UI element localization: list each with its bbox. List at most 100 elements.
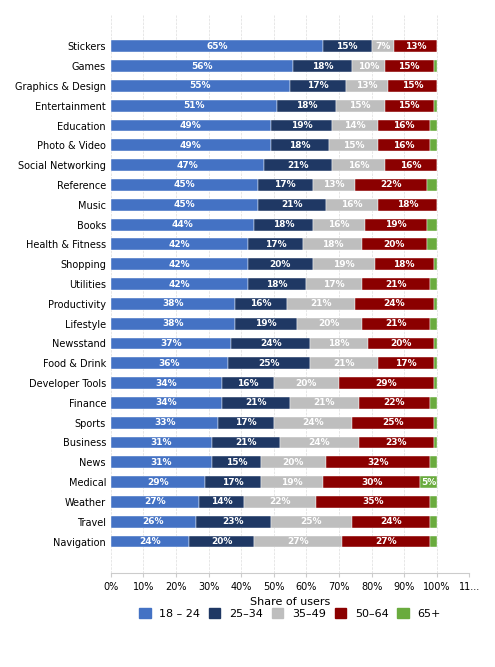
Bar — [362, 317, 430, 329]
Bar — [111, 278, 248, 290]
Bar — [430, 536, 437, 548]
Text: 23%: 23% — [385, 438, 407, 447]
Text: 25%: 25% — [382, 418, 403, 427]
Bar — [323, 476, 420, 488]
Bar — [261, 456, 326, 468]
Text: 19%: 19% — [333, 259, 355, 269]
Text: 19%: 19% — [291, 121, 312, 130]
Bar — [111, 417, 218, 429]
Bar — [261, 476, 323, 488]
Text: 56%: 56% — [192, 61, 213, 71]
Text: 18%: 18% — [322, 240, 343, 249]
Bar — [111, 298, 235, 309]
Text: 24%: 24% — [380, 517, 402, 526]
Bar — [111, 219, 254, 231]
Text: 16%: 16% — [328, 220, 350, 229]
Text: 20%: 20% — [384, 240, 405, 249]
Bar — [111, 139, 271, 151]
Bar — [111, 317, 235, 329]
Bar — [352, 417, 434, 429]
Bar — [306, 278, 362, 290]
Text: 16%: 16% — [341, 200, 363, 209]
Bar — [222, 397, 290, 409]
Text: 31%: 31% — [150, 458, 172, 467]
Bar — [232, 338, 310, 350]
Bar — [427, 219, 437, 231]
Bar — [111, 476, 205, 488]
Text: 21%: 21% — [333, 359, 354, 368]
Text: 29%: 29% — [375, 379, 397, 388]
Text: 20%: 20% — [211, 537, 232, 546]
Text: 19%: 19% — [385, 220, 407, 229]
Bar — [388, 80, 437, 92]
Bar — [111, 41, 323, 52]
Bar — [342, 536, 430, 548]
Bar — [264, 159, 333, 171]
Bar — [254, 219, 313, 231]
Bar — [352, 60, 385, 72]
Bar — [235, 298, 287, 309]
Bar — [434, 258, 437, 270]
Bar — [257, 199, 326, 211]
Text: 24%: 24% — [139, 537, 161, 546]
Bar — [385, 100, 434, 111]
Bar — [323, 41, 372, 52]
Text: 42%: 42% — [168, 240, 190, 249]
Text: 14%: 14% — [211, 498, 233, 506]
Text: 24%: 24% — [302, 418, 324, 427]
Bar — [355, 179, 427, 191]
Text: 13%: 13% — [356, 81, 378, 91]
Text: 21%: 21% — [235, 438, 257, 447]
Text: 20%: 20% — [319, 319, 340, 328]
Text: 16%: 16% — [394, 121, 415, 130]
Text: 20%: 20% — [283, 458, 304, 467]
Bar — [111, 437, 212, 448]
Text: 55%: 55% — [190, 81, 211, 91]
Text: 38%: 38% — [162, 319, 184, 328]
Text: 27%: 27% — [144, 498, 166, 506]
Bar — [333, 159, 385, 171]
Bar — [378, 139, 430, 151]
Text: 15%: 15% — [349, 101, 371, 110]
Bar — [378, 199, 437, 211]
Bar — [199, 496, 245, 508]
Bar — [372, 41, 395, 52]
Text: 47%: 47% — [177, 161, 198, 169]
Bar — [310, 358, 378, 370]
Text: 37%: 37% — [160, 339, 182, 348]
Bar — [368, 338, 434, 350]
Bar — [378, 119, 430, 131]
Bar — [352, 516, 430, 528]
Bar — [339, 377, 434, 389]
Text: 36%: 36% — [159, 359, 180, 368]
Bar — [222, 377, 274, 389]
Text: 17%: 17% — [265, 240, 286, 249]
Text: 20%: 20% — [296, 379, 317, 388]
Bar — [430, 278, 437, 290]
Bar — [362, 278, 430, 290]
Text: 18%: 18% — [396, 200, 418, 209]
Text: 15%: 15% — [226, 458, 247, 467]
Bar — [212, 437, 280, 448]
Bar — [277, 100, 336, 111]
Bar — [271, 139, 329, 151]
Text: 29%: 29% — [148, 478, 169, 487]
Text: 16%: 16% — [237, 379, 258, 388]
Bar — [333, 119, 378, 131]
Text: 23%: 23% — [222, 517, 244, 526]
Text: 27%: 27% — [288, 537, 309, 546]
Text: 17%: 17% — [323, 279, 345, 289]
Bar — [111, 159, 264, 171]
Text: 15%: 15% — [398, 61, 420, 71]
Text: 49%: 49% — [180, 141, 201, 150]
Text: 17%: 17% — [274, 181, 296, 189]
Text: 25%: 25% — [258, 359, 280, 368]
Bar — [111, 358, 228, 370]
Text: 15%: 15% — [401, 81, 423, 91]
Text: 42%: 42% — [168, 259, 190, 269]
Bar — [378, 358, 434, 370]
Bar — [111, 60, 294, 72]
Legend: 18 – 24, 25–34, 35–49, 50–64, 65+: 18 – 24, 25–34, 35–49, 50–64, 65+ — [135, 604, 446, 623]
Text: 14%: 14% — [345, 121, 366, 130]
Bar — [430, 456, 437, 468]
